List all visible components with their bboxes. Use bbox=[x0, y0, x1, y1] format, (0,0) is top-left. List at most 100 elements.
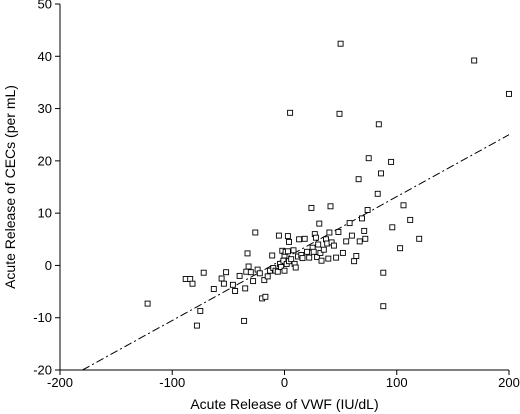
data-point bbox=[397, 245, 404, 252]
data-point bbox=[343, 238, 350, 245]
data-point bbox=[337, 40, 344, 47]
data-point bbox=[218, 275, 225, 282]
data-point bbox=[359, 215, 365, 222]
data-point bbox=[242, 285, 249, 292]
data-point bbox=[256, 270, 263, 277]
data-point bbox=[304, 248, 310, 255]
x-tick-label: -200 bbox=[47, 375, 73, 390]
data-point bbox=[281, 267, 288, 274]
data-point bbox=[252, 229, 259, 236]
data-point bbox=[292, 264, 299, 271]
data-point bbox=[306, 254, 313, 261]
data-point bbox=[356, 238, 363, 245]
data-point bbox=[346, 220, 353, 227]
data-point bbox=[316, 220, 323, 227]
data-point bbox=[348, 232, 355, 239]
data-point bbox=[210, 286, 217, 292]
data-point bbox=[388, 158, 395, 165]
data-point bbox=[264, 273, 271, 280]
data-point bbox=[232, 288, 239, 294]
y-axis-title: Acute Release of CECs (per mL) bbox=[2, 85, 18, 289]
data-point bbox=[380, 269, 387, 276]
data-point bbox=[229, 281, 236, 288]
data-point bbox=[223, 269, 230, 276]
data-point bbox=[193, 322, 200, 329]
data-point bbox=[200, 269, 207, 276]
data-point bbox=[187, 276, 194, 282]
data-point bbox=[261, 277, 268, 284]
data-point bbox=[241, 317, 248, 324]
y-tick-label: 50 bbox=[38, 0, 52, 12]
x-tick-label: -100 bbox=[159, 375, 185, 390]
data-point bbox=[284, 248, 291, 255]
y-tick-label: 40 bbox=[38, 49, 52, 64]
y-tick-label: 0 bbox=[45, 258, 52, 273]
data-point bbox=[365, 155, 372, 162]
data-point bbox=[284, 233, 291, 240]
data-point bbox=[327, 203, 334, 210]
data-point bbox=[286, 238, 292, 245]
data-point bbox=[247, 269, 254, 276]
data-point bbox=[355, 176, 362, 183]
data-point bbox=[220, 280, 227, 287]
data-point bbox=[274, 268, 281, 275]
data-point bbox=[375, 121, 382, 128]
data-point bbox=[287, 109, 294, 116]
data-point bbox=[314, 254, 321, 261]
data-point bbox=[197, 307, 204, 314]
data-point bbox=[299, 255, 306, 262]
y-tick-label: 20 bbox=[38, 153, 52, 168]
data-point bbox=[269, 252, 276, 259]
data-point bbox=[290, 247, 297, 254]
data-point bbox=[275, 232, 282, 239]
x-axis-title: Acute Release of VWF (IU/dL) bbox=[190, 396, 378, 412]
data-points bbox=[144, 40, 512, 329]
y-tick-label: -10 bbox=[33, 310, 52, 325]
data-point bbox=[318, 257, 325, 264]
data-point bbox=[312, 234, 319, 241]
data-point bbox=[378, 170, 384, 177]
data-point bbox=[320, 246, 327, 253]
data-point bbox=[362, 235, 369, 242]
data-point bbox=[326, 229, 333, 236]
data-point bbox=[506, 90, 512, 97]
data-point bbox=[407, 216, 414, 223]
data-point bbox=[236, 272, 243, 279]
data-point bbox=[351, 258, 358, 265]
data-point bbox=[244, 250, 251, 257]
y-tick-label: 10 bbox=[38, 206, 52, 221]
data-point bbox=[389, 224, 396, 231]
y-ticks: -20 -10 0 10 20 30 40 50 bbox=[33, 0, 60, 378]
data-point bbox=[335, 229, 342, 235]
data-point bbox=[339, 249, 346, 256]
data-point bbox=[416, 235, 423, 242]
data-point bbox=[325, 255, 332, 262]
axes bbox=[59, 4, 509, 371]
data-point bbox=[144, 300, 151, 307]
data-point bbox=[380, 303, 387, 310]
data-point bbox=[245, 263, 252, 270]
data-point bbox=[330, 242, 337, 249]
data-point bbox=[361, 227, 368, 234]
x-ticks: -200 -100 0 100 200 bbox=[47, 370, 520, 390]
data-point bbox=[189, 280, 196, 287]
data-point bbox=[310, 248, 317, 255]
data-point bbox=[308, 204, 315, 211]
data-point bbox=[288, 256, 295, 263]
data-point bbox=[301, 235, 308, 242]
data-point bbox=[374, 190, 381, 197]
x-tick-label: 200 bbox=[498, 375, 520, 390]
data-point bbox=[296, 236, 303, 243]
data-point bbox=[250, 278, 257, 285]
data-point bbox=[471, 57, 478, 64]
data-point bbox=[262, 293, 269, 300]
y-tick-label: -20 bbox=[33, 363, 52, 378]
data-point bbox=[333, 254, 340, 261]
y-tick-label: 30 bbox=[38, 101, 52, 116]
data-point bbox=[400, 202, 407, 209]
data-point bbox=[336, 110, 343, 117]
data-point bbox=[317, 249, 324, 256]
x-tick-label: 100 bbox=[386, 375, 408, 390]
x-tick-label: 0 bbox=[281, 375, 288, 390]
